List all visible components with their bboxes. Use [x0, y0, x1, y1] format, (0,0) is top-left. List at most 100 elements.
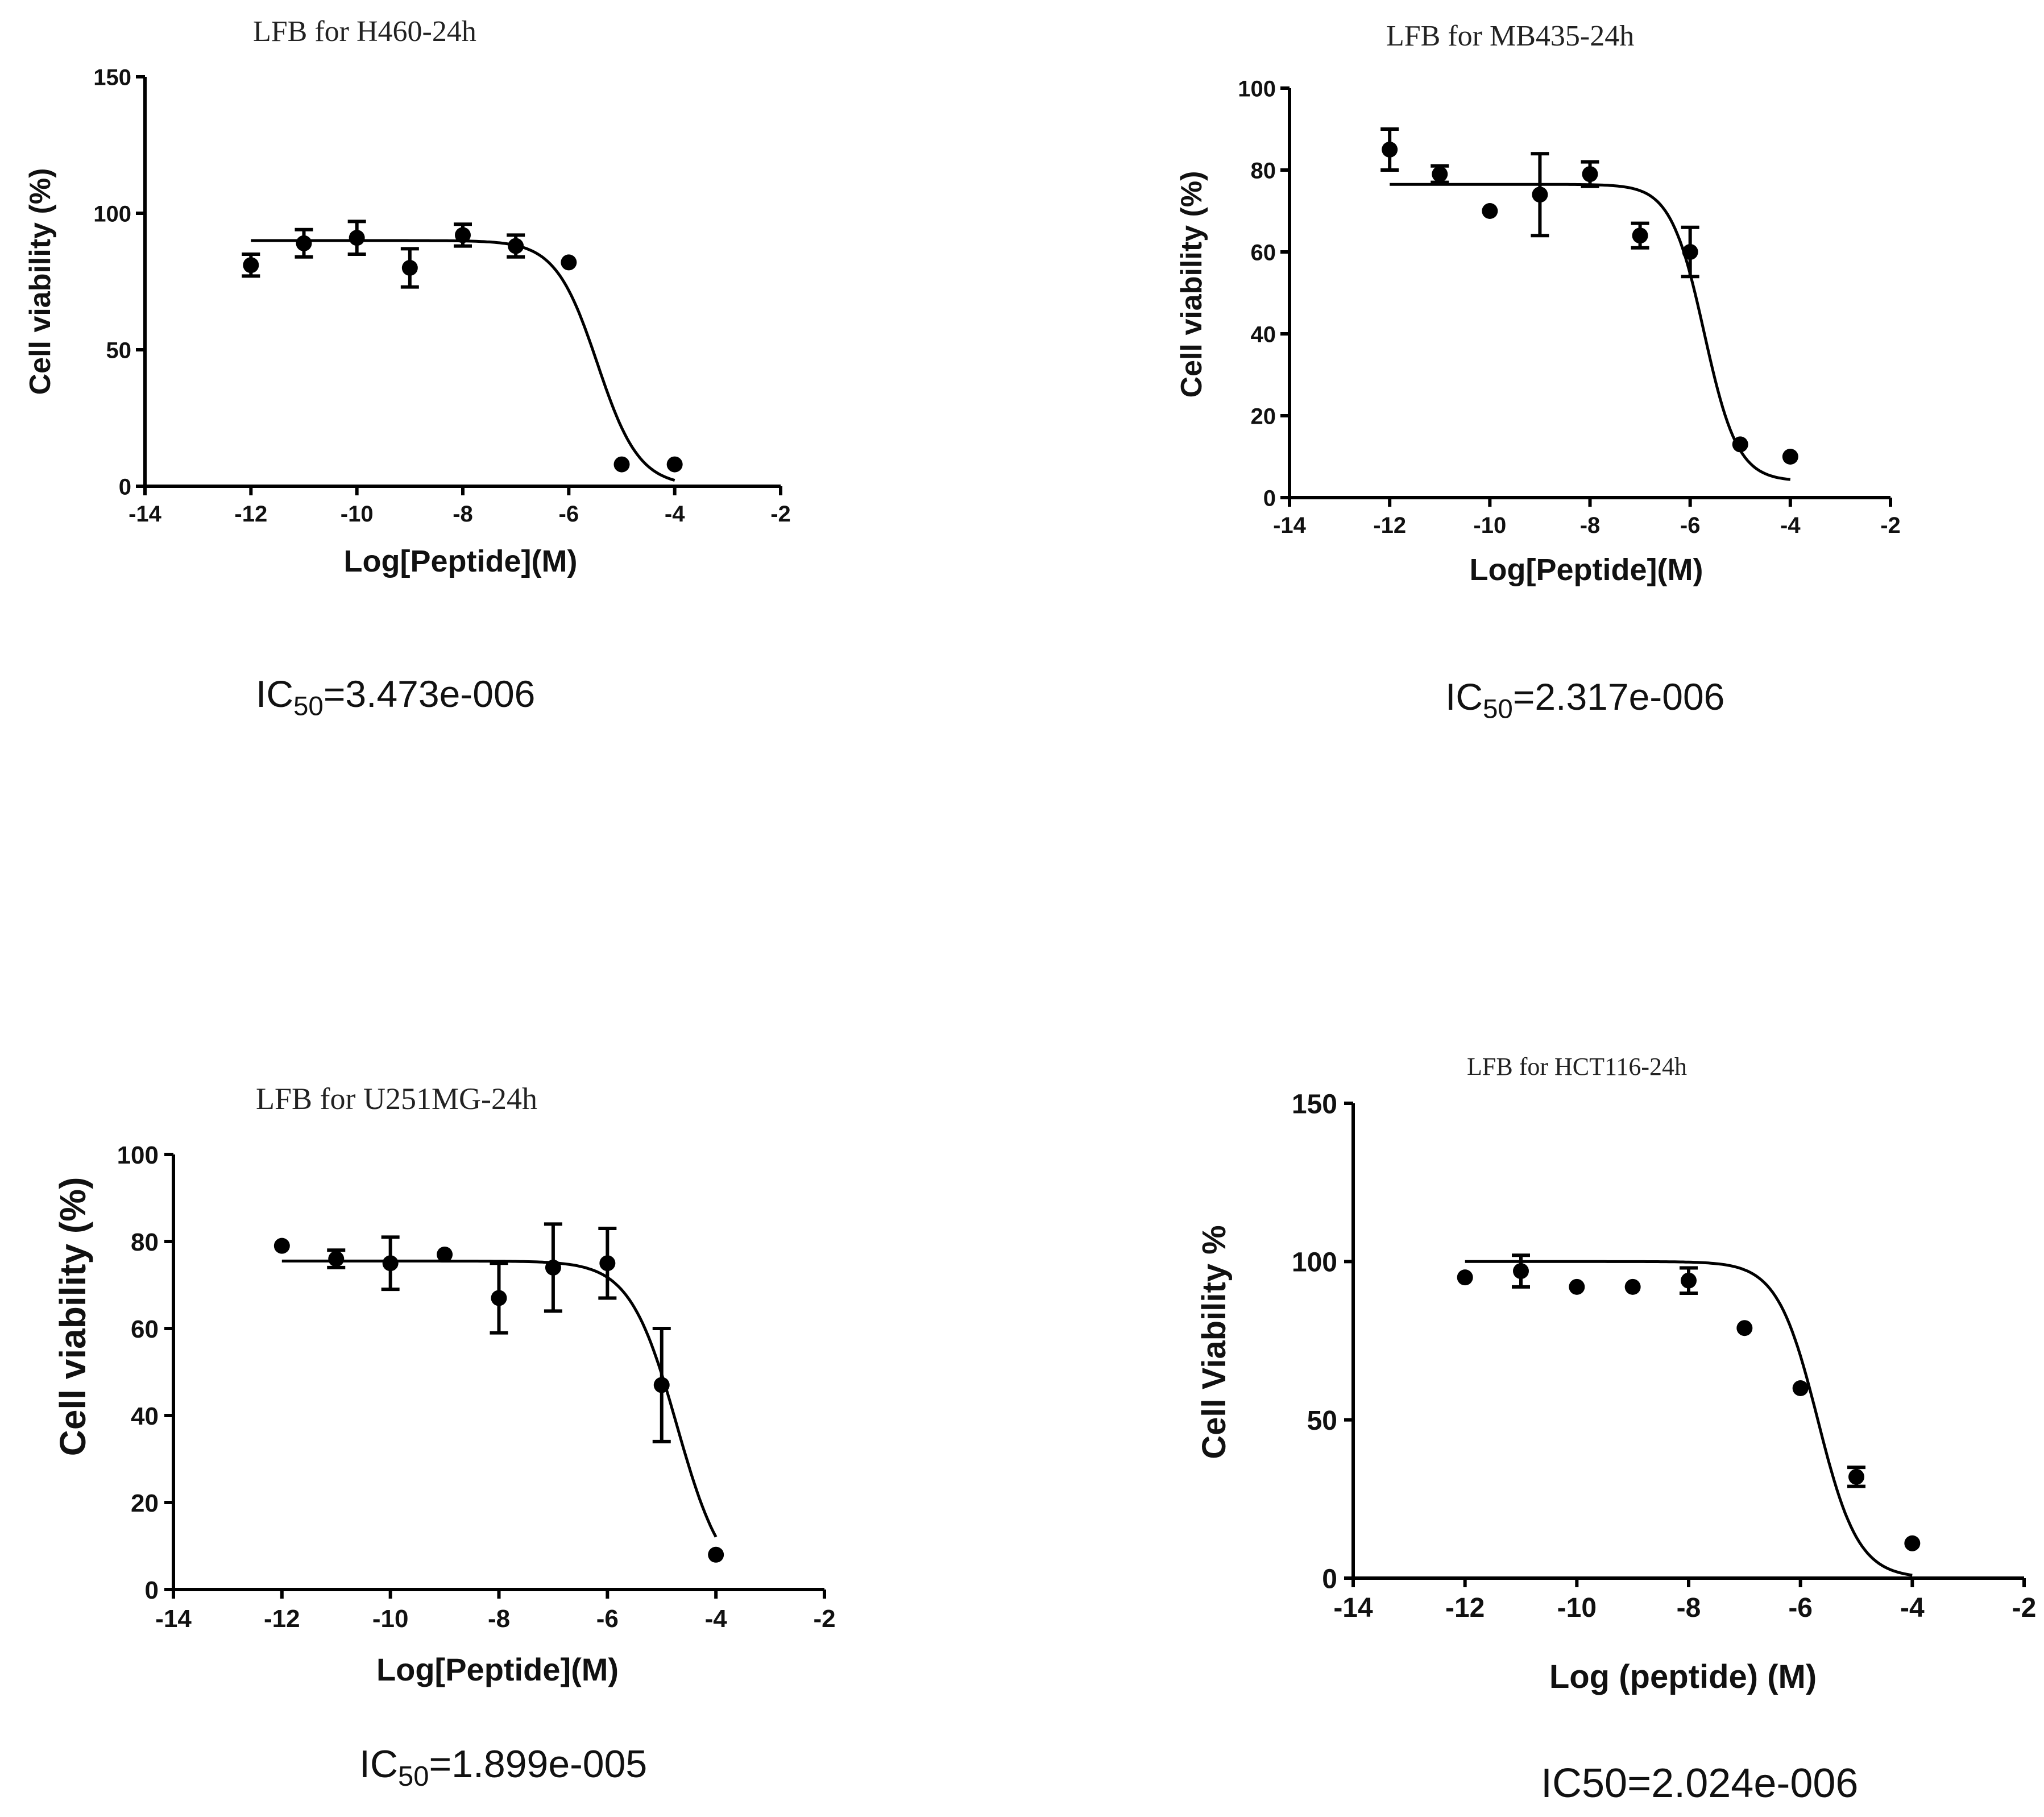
- x-tick-label: -6: [1788, 1593, 1813, 1623]
- x-tick-label: -8: [1580, 513, 1601, 538]
- ic50-subscript: 50: [1483, 694, 1513, 725]
- fit-curve: [1465, 1260, 1913, 1577]
- x-tick-label: -8: [453, 502, 473, 527]
- x-tick-label: -14: [1333, 1593, 1373, 1623]
- ic50-value: =3.473e-006: [324, 673, 536, 715]
- x-axis-label: Log[Peptide](M): [376, 1652, 619, 1687]
- y-axis-label: Cell viability (%): [52, 1177, 93, 1456]
- data-point: [273, 1237, 290, 1254]
- y-tick-label: 100: [1238, 76, 1276, 101]
- data-point: [401, 260, 418, 276]
- ic50-annotation: IC50=2.024e-006: [1541, 1761, 1858, 1806]
- x-tick-label: -4: [1780, 513, 1801, 538]
- y-tick-label: 40: [1251, 322, 1276, 347]
- y-axis-label: Cell viability (%): [1175, 171, 1208, 398]
- x-tick-label: -14: [155, 1605, 192, 1633]
- data-point: [1582, 166, 1598, 183]
- data-point: [1624, 1278, 1641, 1295]
- x-tick-label: -4: [665, 502, 685, 527]
- data-point: [455, 227, 471, 243]
- ic50-prefix: IC: [256, 673, 293, 715]
- y-tick-label: 50: [1307, 1406, 1337, 1436]
- ic50-prefix: IC: [359, 1743, 398, 1786]
- x-tick-label: -12: [264, 1605, 300, 1633]
- ic50-value: =2.024e-006: [1627, 1761, 1858, 1806]
- fit-curve: [251, 239, 675, 482]
- y-tick-label: 80: [1251, 158, 1276, 183]
- x-tick-label: -6: [1680, 513, 1701, 538]
- data-point: [1782, 449, 1798, 465]
- y-tick-label: 0: [1263, 486, 1276, 511]
- y-tick-label: 0: [119, 474, 131, 499]
- y-tick-label: 0: [1322, 1564, 1337, 1594]
- data-point: [1457, 1269, 1473, 1286]
- y-tick-label: 50: [106, 338, 132, 363]
- data-point: [1682, 244, 1698, 260]
- x-tick-label: -6: [596, 1605, 619, 1633]
- y-tick-label: 20: [1251, 404, 1276, 429]
- y-tick-label: 150: [1292, 1089, 1337, 1119]
- chart-panel-3: LFB for U251MG-24h 0 20 40 60 80 100 -14 -12 -10 -…: [52, 1082, 836, 1792]
- data-point: [1904, 1535, 1921, 1551]
- data-point: [545, 1259, 561, 1276]
- chart-title: LFB for U251MG-24h: [256, 1082, 537, 1116]
- x-tick-label: -10: [1473, 513, 1506, 538]
- y-axis-label: Cell Viability %: [1196, 1225, 1233, 1459]
- ic50-subscript: 50: [293, 692, 324, 722]
- data-point: [1732, 436, 1748, 453]
- chart-title: LFB for MB435-24h: [1386, 20, 1634, 52]
- x-tick-label: -6: [559, 502, 579, 527]
- y-axis-label: Cell viability (%): [24, 168, 57, 395]
- data-point: [508, 238, 524, 254]
- data-point: [1569, 1278, 1585, 1295]
- x-tick-label: -12: [1445, 1593, 1485, 1623]
- ic50-annotation: IC50=3.473e-006: [256, 673, 535, 722]
- data-point: [613, 456, 630, 473]
- x-tick-label: -10: [1557, 1593, 1597, 1623]
- x-tick-label: -12: [234, 502, 267, 527]
- data-point: [708, 1546, 724, 1563]
- data-point: [1532, 187, 1548, 203]
- data-point: [599, 1255, 616, 1272]
- data-point: [382, 1255, 399, 1272]
- x-axis-label: Log[Peptide](M): [344, 544, 578, 578]
- fit-curve: [1390, 183, 1791, 481]
- data-point: [561, 254, 577, 271]
- data-point: [437, 1246, 453, 1263]
- x-tick-label: -14: [1273, 513, 1307, 538]
- x-tick-label: -2: [770, 502, 791, 527]
- x-axis-label: Log (peptide) (M): [1549, 1658, 1817, 1695]
- x-axis-label: Log[Peptide](M): [1470, 553, 1703, 587]
- data-point: [1432, 166, 1448, 183]
- y-tick-label: 80: [131, 1228, 159, 1256]
- data-point: [296, 235, 312, 251]
- x-tick-label: -4: [705, 1605, 728, 1633]
- chart-panel-4: LFB for HCT116-24h 0 50 100 150 -14 -12 -10 -8 -6…: [1196, 1053, 2036, 1806]
- chart-panel-1: LFB for H460-24h 0 50 100 150 -14 -12 -10 -8 -6 -4…: [24, 15, 791, 722]
- y-tick-label: 150: [93, 65, 131, 90]
- ic50-prefix: IC50: [1541, 1761, 1627, 1806]
- x-tick-label: -10: [341, 502, 374, 527]
- x-tick-label: -10: [372, 1605, 409, 1633]
- x-tick-label: -8: [1677, 1593, 1701, 1623]
- chart-panel-2: LFB for MB435-24h 0 20 40 60 80 100 -14 -12 -10 -8…: [1175, 20, 1901, 725]
- fit-curve: [281, 1259, 718, 1538]
- ic50-annotation: IC50=2.317e-006: [1445, 676, 1724, 725]
- y-tick-label: 20: [131, 1489, 159, 1517]
- x-tick-label: -2: [1880, 513, 1901, 538]
- data-point: [1681, 1272, 1697, 1289]
- data-point: [243, 257, 259, 274]
- data-point: [1482, 203, 1498, 219]
- data-point: [491, 1290, 507, 1306]
- data-point: [328, 1251, 345, 1267]
- x-tick-label: -12: [1373, 513, 1406, 538]
- ic50-prefix: IC: [1445, 676, 1483, 718]
- data-point: [1632, 227, 1648, 244]
- y-tick-label: 100: [93, 201, 131, 226]
- data-point: [1848, 1468, 1864, 1485]
- y-tick-label: 40: [131, 1402, 159, 1430]
- data-point: [666, 456, 683, 473]
- data-point: [1792, 1380, 1809, 1396]
- data-point: [1513, 1263, 1529, 1280]
